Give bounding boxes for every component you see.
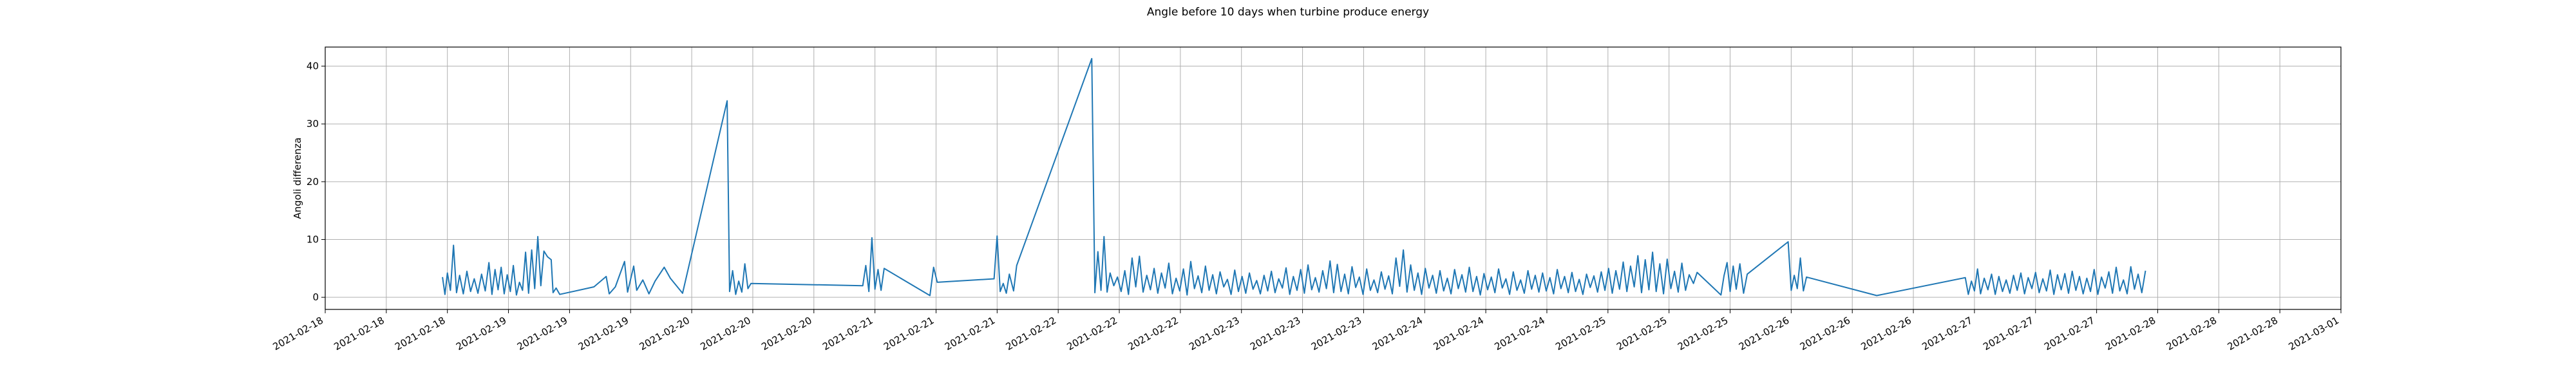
plot-area-frame xyxy=(325,46,2342,310)
y-tick-label: 40 xyxy=(307,61,319,72)
y-tick-label: 0 xyxy=(312,291,319,303)
y-tick-label: 30 xyxy=(307,118,319,130)
y-axis-label: Angoli differenza xyxy=(292,137,303,219)
chart-title: Angle before 10 days when turbine produc… xyxy=(1147,6,1429,19)
y-axis: 0 10 20 30 40 xyxy=(307,61,325,303)
grid xyxy=(325,47,2342,309)
series-line xyxy=(442,57,2146,297)
y-tick-label: 20 xyxy=(307,176,319,188)
y-tick-label: 10 xyxy=(307,234,319,246)
series-layer xyxy=(442,57,2146,297)
